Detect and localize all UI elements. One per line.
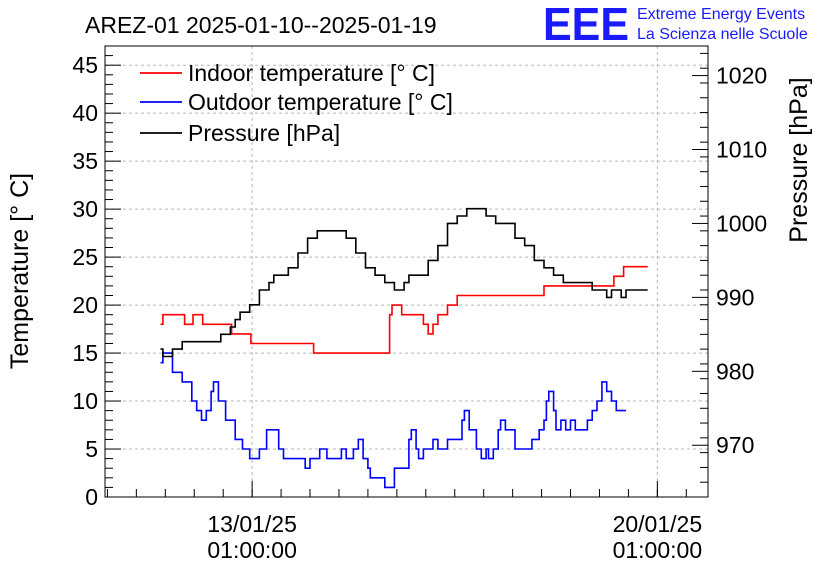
y-tick-label: 45 xyxy=(72,52,98,78)
left-axis: 0 5 10 15 20 25 30 35 40 45 xyxy=(72,45,121,510)
series-line-1 xyxy=(160,352,626,489)
y-tick-label: 25 xyxy=(72,244,98,270)
y2-axis-label: Pressure [hPa] xyxy=(785,77,813,242)
y-tick-label: 35 xyxy=(72,148,98,174)
legend-label-0: Indoor temperature [° C] xyxy=(188,60,435,86)
series-line-2 xyxy=(160,207,648,358)
x-tick-label-time: 01:00:00 xyxy=(613,537,703,563)
chart-title: AREZ-01 2025-01-10--2025-01-19 xyxy=(85,12,437,38)
y-tick-label: 15 xyxy=(72,340,98,366)
y2-tick-label: 980 xyxy=(716,358,754,384)
series-line-0 xyxy=(160,265,648,354)
logo-line2: La Scienza nelle Scuole xyxy=(637,26,808,43)
y-tick-label: 0 xyxy=(85,484,98,510)
series-layer xyxy=(160,207,648,489)
x-tick-label-date: 20/01/25 xyxy=(613,511,703,537)
x-tick-label-time: 01:00:00 xyxy=(207,537,297,563)
y2-tick-label: 990 xyxy=(716,284,754,310)
legend-label-1: Outdoor temperature [° C] xyxy=(188,89,453,115)
grid xyxy=(105,46,708,497)
right-axis: 970 980 990 1000 1010 1020 xyxy=(692,52,767,498)
logo-line1: Extreme Energy Events xyxy=(637,6,805,23)
y2-tick-label: 1010 xyxy=(716,137,767,163)
logo-mark: EEE xyxy=(543,0,629,50)
plot-frame xyxy=(104,45,709,498)
y-tick-label: 10 xyxy=(72,388,98,414)
y2-tick-label: 1000 xyxy=(716,210,767,236)
x-tick-label-date: 13/01/25 xyxy=(207,511,297,537)
eee-logo: EEE Extreme Energy Events La Scienza nel… xyxy=(543,0,808,50)
y-tick-label: 5 xyxy=(85,436,98,462)
y-tick-label: 30 xyxy=(72,196,98,222)
y-tick-label: 40 xyxy=(72,100,98,126)
legend: Indoor temperature [° C] Outdoor temperat… xyxy=(140,60,453,146)
y-axis-label: Temperature [° C] xyxy=(6,173,34,369)
y-tick-label: 20 xyxy=(72,292,98,318)
y2-tick-label: 970 xyxy=(716,432,754,458)
legend-label-2: Pressure [hPa] xyxy=(188,120,340,146)
y2-tick-label: 1020 xyxy=(716,63,767,89)
